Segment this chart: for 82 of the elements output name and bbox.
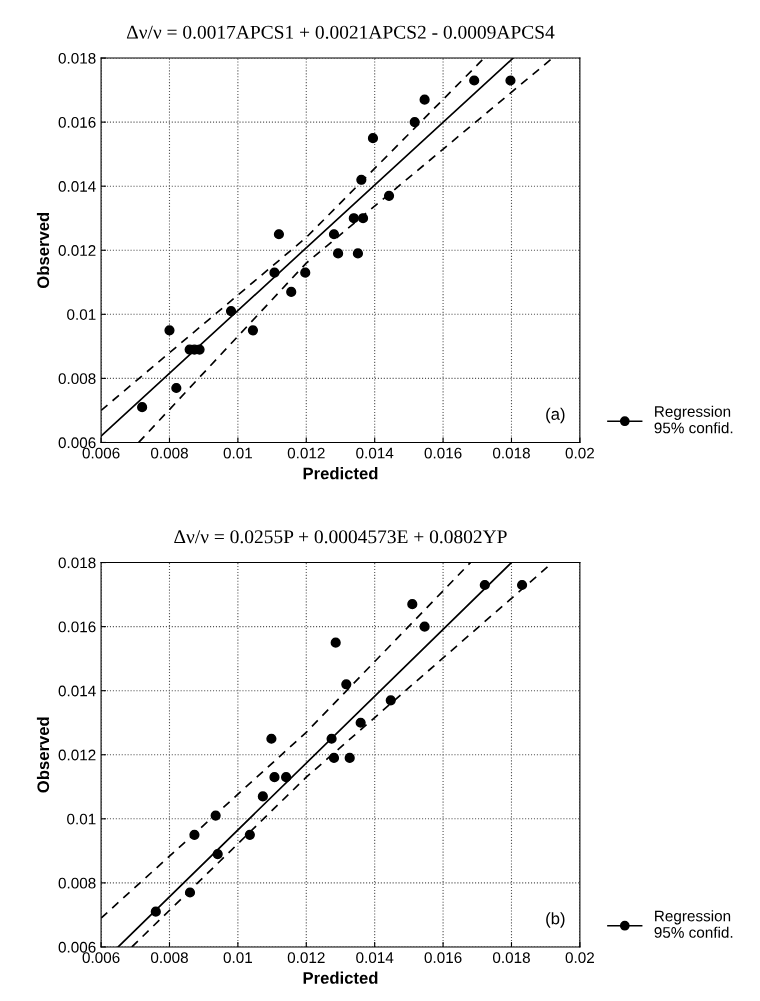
x-tick-label: 0.014: [356, 952, 394, 964]
y-tick-label: 0.006: [58, 437, 96, 449]
point: [328, 752, 340, 764]
point: [273, 229, 285, 240]
point: [189, 829, 200, 840]
point: [367, 133, 379, 144]
y-tick-label: 0.006: [58, 941, 96, 953]
x-tick-label: 0.016: [424, 952, 462, 964]
x-tick-label: 0.02: [565, 447, 594, 459]
annotation: (b): [546, 912, 565, 928]
x-tick-label: 0.006: [82, 447, 120, 459]
point: [171, 382, 182, 394]
point: [355, 717, 366, 728]
x-tick-label: 0.006: [82, 952, 120, 964]
y-tick-label: 0.012: [58, 245, 96, 256]
point: [269, 772, 280, 783]
x-tick-label: 0.01: [223, 447, 252, 459]
y-tick-label: 0.014: [58, 181, 96, 192]
point: [348, 213, 359, 224]
point: [516, 579, 528, 591]
point: [356, 174, 367, 185]
point: [419, 621, 430, 632]
x-tick-label: 0.014: [356, 447, 394, 459]
point: [505, 75, 516, 86]
point: [184, 887, 196, 898]
point: [137, 402, 148, 413]
x-tick-label: 0.012: [287, 952, 325, 964]
y-tick-label: 0.01: [67, 813, 96, 825]
y-tick-label: 0.016: [58, 116, 96, 128]
point: [212, 848, 223, 860]
x-tick-label: 0.018: [492, 952, 530, 964]
chart-title: Δν/ν = 0.0255P + 0.0004573E + 0.0802YP: [174, 530, 507, 544]
point: [352, 248, 364, 259]
point: [385, 695, 396, 706]
x-tick-label: 0.02: [565, 952, 594, 964]
chart-title: Δν/ν = 0.0017APCS1 + 0.0021APCS2 - 0.0009APCS4: [126, 25, 555, 39]
point: [164, 325, 175, 336]
y-tick-label: 0.018: [58, 557, 96, 569]
x-axis-title: Predicted: [303, 467, 378, 480]
point: [341, 679, 352, 690]
point: [326, 733, 337, 744]
point: [286, 286, 297, 297]
x-tick-label: 0.012: [287, 447, 325, 459]
x-tick-label: 0.016: [424, 447, 462, 459]
point: [409, 117, 420, 128]
x-tick-label: 0.018: [492, 447, 530, 459]
point: [269, 267, 280, 278]
point: [210, 810, 221, 821]
point: [300, 267, 311, 278]
y-axis-title: Observed: [36, 717, 50, 793]
y-tick-label: 0.01: [67, 309, 96, 320]
x-tick-label: 0.008: [150, 447, 188, 459]
legend-label: Regression 95% confid.: [654, 910, 733, 938]
annotation: (a): [546, 407, 565, 424]
point: [407, 599, 418, 610]
y-tick-label: 0.012: [58, 749, 96, 761]
y-tick-label: 0.014: [58, 685, 96, 697]
point: [469, 75, 480, 86]
point: [247, 325, 259, 336]
point: [257, 791, 268, 802]
point: [330, 637, 341, 648]
y-tick-label: 0.008: [58, 373, 96, 385]
y-tick-label: 0.018: [58, 52, 96, 64]
point: [150, 906, 161, 917]
point: [357, 213, 369, 224]
x-tick-label: 0.01: [223, 952, 252, 964]
y-axis-title: Observed: [36, 212, 50, 289]
point: [383, 190, 395, 201]
point: [344, 752, 355, 764]
point: [328, 229, 340, 240]
legend-label: Regression 95% confid.: [654, 405, 733, 434]
point: [244, 829, 255, 840]
x-axis-title: Predicted: [303, 971, 378, 984]
point: [419, 94, 430, 105]
point: [281, 772, 292, 783]
point: [479, 579, 490, 591]
point: [225, 306, 237, 317]
point: [332, 248, 344, 259]
point: [266, 733, 277, 744]
y-tick-label: 0.016: [58, 621, 96, 633]
y-tick-label: 0.008: [58, 877, 96, 889]
x-tick-label: 0.008: [150, 952, 188, 964]
